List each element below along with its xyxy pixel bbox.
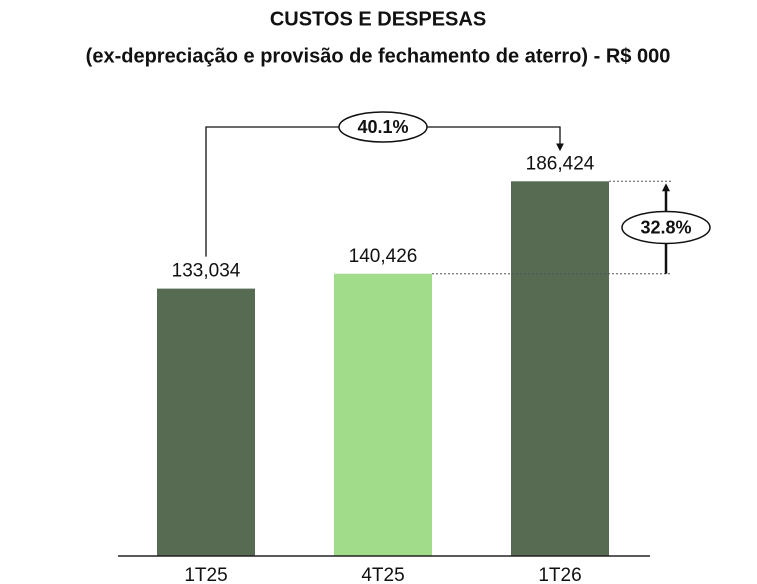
value-label: 133,034 (172, 261, 241, 282)
value-label: 140,426 (349, 246, 418, 267)
chart-subtitle: (ex-depreciação e provisão de fechamento… (86, 45, 671, 67)
annotation-oval (338, 111, 428, 143)
bracket (205, 126, 564, 257)
x-tick-label: 1T25 (184, 565, 227, 584)
annotation-oval (621, 210, 711, 245)
annotation: 32.8% (640, 217, 691, 237)
bar (157, 288, 255, 556)
bar (511, 181, 609, 556)
chart-title: CUSTOS E DESPESAS (270, 8, 486, 30)
x-tick-label: 1T26 (538, 565, 581, 584)
value-label: 186,424 (526, 153, 595, 174)
bar (334, 273, 432, 556)
x-tick-label: 4T25 (361, 565, 404, 584)
annotation: 40.1% (357, 117, 408, 137)
